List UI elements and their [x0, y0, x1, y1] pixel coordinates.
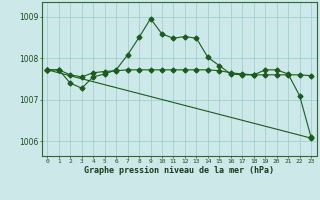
X-axis label: Graphe pression niveau de la mer (hPa): Graphe pression niveau de la mer (hPa): [84, 166, 274, 175]
